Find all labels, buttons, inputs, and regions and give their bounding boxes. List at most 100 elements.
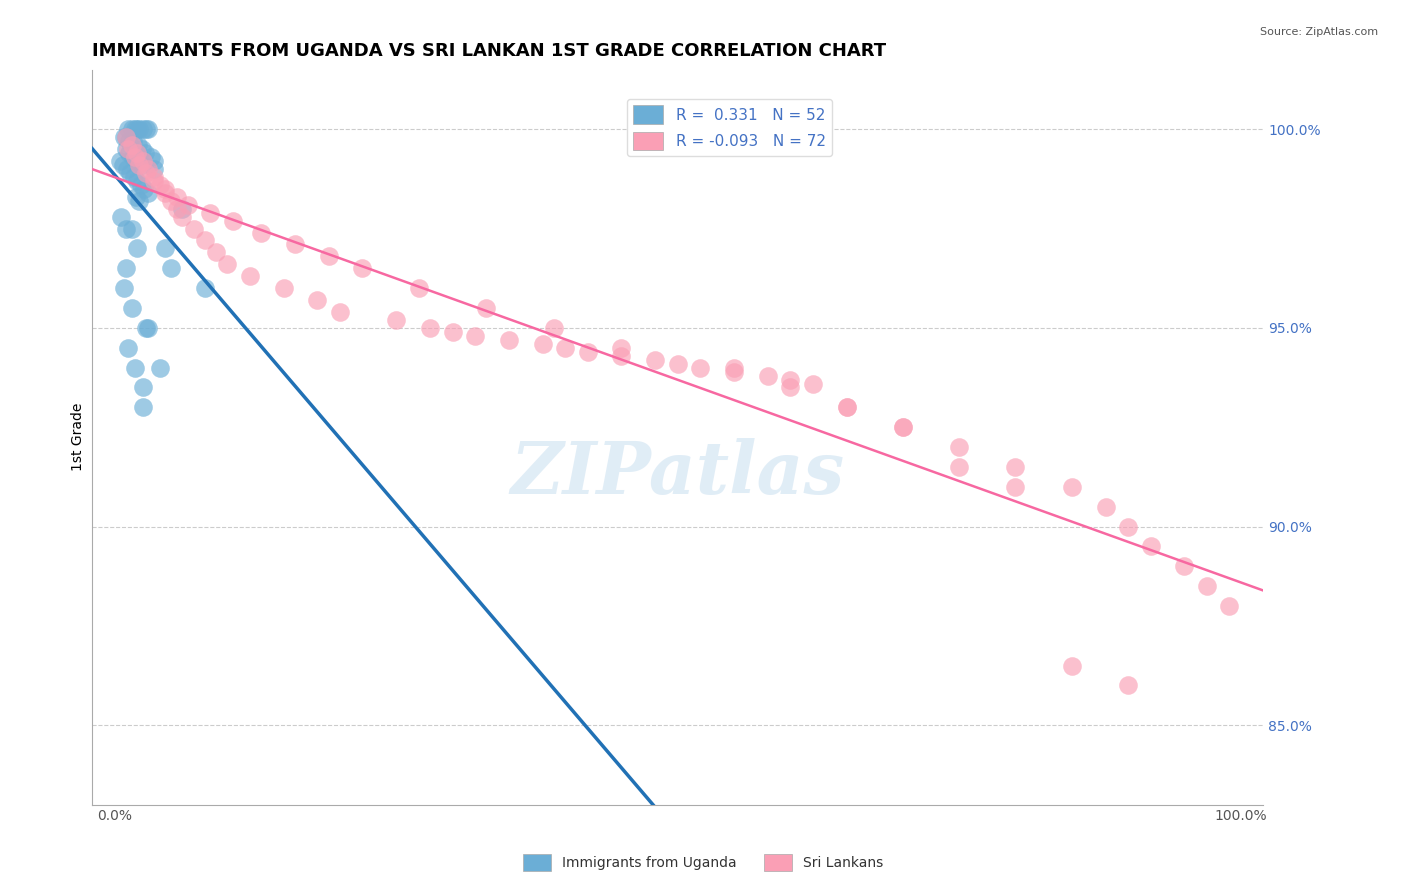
Point [120,166,142,180]
Point [115,221,138,235]
Point [1094,500,1116,514]
Point [1004,459,1026,474]
Point [111,158,134,172]
Point [723,365,745,379]
Point [135,166,157,180]
Legend: R =  0.331   N = 52, R = -0.093   N = 72: R = 0.331 N = 52, R = -0.093 N = 72 [627,99,832,156]
Point [284,237,307,252]
Point [117,122,139,136]
Point [1060,658,1083,673]
Point [127,146,149,161]
Point [121,221,143,235]
Point [1139,540,1161,554]
Point [115,261,138,276]
Point [112,130,135,145]
Point [132,122,155,136]
Point [115,130,138,145]
Y-axis label: 1st Grade: 1st Grade [72,403,86,471]
Point [124,150,146,164]
Point [318,249,340,263]
Point [689,360,711,375]
Point [121,301,143,315]
Point [132,154,155,169]
Point [132,401,155,415]
Point [1195,579,1218,593]
Point [835,401,858,415]
Point [121,134,143,148]
Point [127,242,149,256]
Point [131,142,153,156]
Point [127,154,149,169]
Point [172,202,194,216]
Point [122,169,145,184]
Point [128,158,150,172]
Point [273,281,295,295]
Point [155,242,177,256]
Point [1116,678,1139,692]
Point [307,293,329,307]
Point [172,210,194,224]
Point [554,341,576,355]
Point [194,281,217,295]
Point [543,321,565,335]
Point [222,213,245,227]
Point [475,301,498,315]
Point [1004,480,1026,494]
Point [948,459,970,474]
Point [464,328,486,343]
Point [576,344,599,359]
Point [801,376,824,391]
Point [138,321,160,335]
Point [127,174,149,188]
Point [149,178,172,192]
Point [779,380,801,394]
Point [385,313,408,327]
Point [835,401,858,415]
Point [127,138,149,153]
Point [138,161,160,176]
Point [143,154,166,169]
Text: IMMIGRANTS FROM UGANDA VS SRI LANKAN 1ST GRADE CORRELATION CHART: IMMIGRANTS FROM UGANDA VS SRI LANKAN 1ST… [93,42,886,60]
Point [138,186,160,200]
Point [131,158,153,172]
Point [115,130,138,145]
Point [948,440,970,454]
Point [143,161,166,176]
Point [250,226,273,240]
Point [135,122,157,136]
Point [132,182,155,196]
Point [200,205,222,219]
Point [166,190,188,204]
Point [644,352,666,367]
Point [129,178,152,192]
Point [531,336,554,351]
Point [352,261,374,276]
Point [127,122,149,136]
Point [121,122,143,136]
Point [125,190,148,204]
Point [139,150,162,164]
Point [441,325,464,339]
Text: ZIPatlas: ZIPatlas [510,438,845,509]
Point [110,210,132,224]
Point [143,169,166,184]
Point [118,146,141,161]
Point [408,281,430,295]
Point [610,341,633,355]
Point [1173,559,1195,574]
Legend: Immigrants from Uganda, Sri Lankans: Immigrants from Uganda, Sri Lankans [517,848,889,876]
Point [132,380,155,394]
Point [135,321,157,335]
Point [143,174,166,188]
Point [128,194,150,208]
Point [194,234,217,248]
Point [891,420,914,434]
Point [1218,599,1240,613]
Point [149,360,172,375]
Point [115,161,138,176]
Point [217,257,239,271]
Point [166,202,188,216]
Point [110,154,132,169]
Point [160,261,183,276]
Point [1116,519,1139,533]
